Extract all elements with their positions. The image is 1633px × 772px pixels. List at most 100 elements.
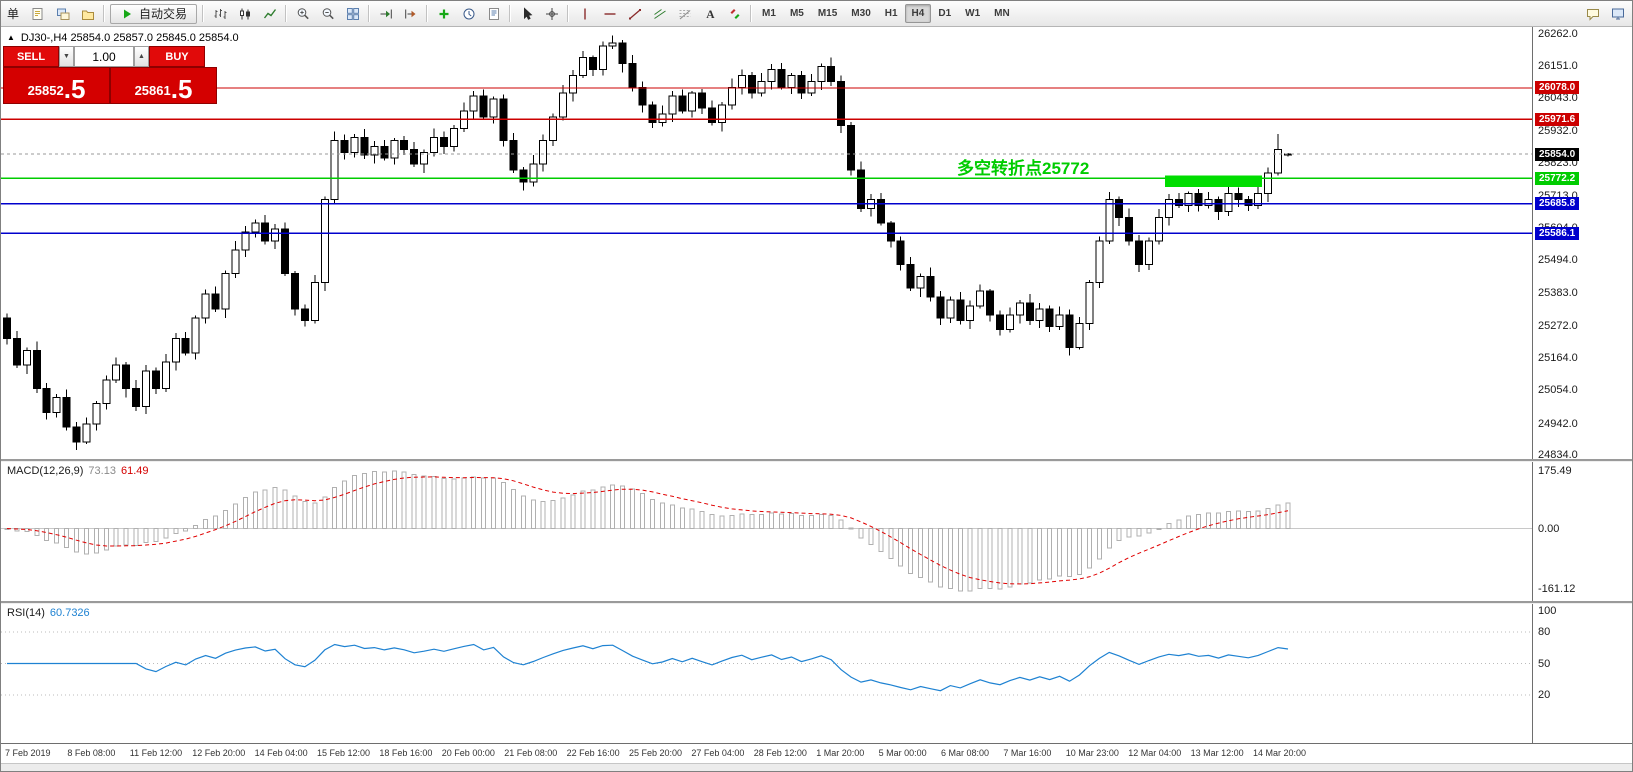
timeframe-M15-button[interactable]: M15 bbox=[817, 8, 838, 19]
toolbar: 单 自动交易 A M1 M5 M15 M30 H1 H4 D1 W1 MN bbox=[1, 1, 1632, 27]
new-order-icon bbox=[32, 7, 43, 20]
timeframe-MN-button[interactable]: MN bbox=[994, 8, 1010, 19]
sell-button[interactable]: SELL bbox=[3, 46, 59, 67]
timeframe-M1-button[interactable]: M1 bbox=[762, 8, 776, 19]
price-axis-label: 25054.0 bbox=[1538, 384, 1578, 397]
toolbar-separator bbox=[750, 5, 753, 22]
pane-divider-macd[interactable] bbox=[1, 459, 1632, 462]
time-axis[interactable]: 7 Feb 2019 8 Feb 08:00 11 Feb 12:00 12 Feb … bbox=[1, 743, 1632, 763]
pivot-annotation-text[interactable]: 多空转折点25772 bbox=[957, 159, 1090, 178]
time-axis-label: 8 Feb 08:00 bbox=[67, 748, 116, 758]
profiles-button[interactable] bbox=[75, 2, 100, 25]
autotrading-button[interactable]: 自动交易 bbox=[110, 3, 198, 24]
menu-text[interactable]: 单 bbox=[7, 7, 20, 21]
buy-price-display[interactable]: 25861.5 bbox=[110, 67, 217, 104]
tile-windows-button[interactable] bbox=[340, 2, 365, 25]
crosshair-button[interactable] bbox=[539, 2, 564, 25]
buy-button[interactable]: BUY bbox=[149, 46, 205, 67]
macd-value-main: 73.13 bbox=[88, 465, 116, 477]
main-chart-canvas[interactable] bbox=[1, 27, 1532, 459]
price-axis-label: 26151.0 bbox=[1538, 60, 1578, 73]
rsi-axis-label: 20 bbox=[1538, 689, 1551, 701]
vertical-line-button[interactable] bbox=[572, 2, 597, 25]
buy-price-pips: .5 bbox=[170, 74, 193, 105]
volume-increase-button[interactable]: ▲ bbox=[134, 46, 149, 67]
symbol-ohlc-info: ▲ DJ30-,H4 25854.0 25857.0 25845.0 25854… bbox=[7, 32, 239, 44]
indicators-button[interactable] bbox=[431, 2, 456, 25]
pivot-highlight-rect[interactable] bbox=[1164, 175, 1263, 188]
macd-label: MACD(12,26,9) 73.13 61.49 bbox=[7, 465, 148, 477]
tile-windows-icon bbox=[346, 7, 359, 20]
text-icon: A bbox=[706, 9, 715, 21]
rsi-axis-label: 50 bbox=[1538, 657, 1551, 670]
rsi-axis-label: 80 bbox=[1538, 626, 1551, 638]
price-axis-label: 25383.0 bbox=[1538, 287, 1578, 300]
play-icon bbox=[124, 9, 132, 18]
timeframe-H1-button[interactable]: H1 bbox=[884, 8, 898, 19]
arrows-icon bbox=[730, 8, 740, 19]
macd-indicator-canvas[interactable] bbox=[1, 461, 1532, 601]
periods-button[interactable] bbox=[456, 2, 481, 25]
trendline-button[interactable] bbox=[622, 2, 647, 25]
fibonacci-icon bbox=[679, 9, 691, 19]
timeframe-D1-button[interactable]: D1 bbox=[938, 8, 952, 19]
trade-panel-collapse-icon[interactable]: ▲ bbox=[7, 33, 15, 42]
fibonacci-button[interactable] bbox=[672, 2, 697, 25]
rsi-indicator-canvas[interactable] bbox=[1, 603, 1532, 743]
auto-scroll-button[interactable] bbox=[373, 2, 398, 25]
candle-chart-button[interactable] bbox=[232, 2, 257, 25]
timeframe-M30-button[interactable]: M30 bbox=[851, 8, 871, 19]
layout-button[interactable] bbox=[1605, 2, 1630, 25]
line-chart-icon bbox=[263, 8, 276, 18]
price-line-label: 25685.8 bbox=[1535, 197, 1580, 211]
one-click-trade-panel: SELL ▼ ▲ BUY 25852.5 25861.5 bbox=[3, 46, 217, 104]
chart-plot-area[interactable]: ▲ DJ30-,H4 25854.0 25857.0 25845.0 25854… bbox=[1, 27, 1532, 743]
chat-button[interactable] bbox=[1580, 2, 1605, 25]
channel-button[interactable] bbox=[647, 2, 672, 25]
new-order-button[interactable] bbox=[25, 2, 50, 25]
horizontal-line-button[interactable] bbox=[597, 2, 622, 25]
cursor-button[interactable] bbox=[514, 2, 539, 25]
timeframe-W1-button[interactable]: W1 bbox=[965, 8, 981, 19]
profiles-icon bbox=[81, 10, 94, 20]
price-axis-label: 25272.0 bbox=[1538, 320, 1578, 333]
toolbar-right-group bbox=[1580, 2, 1630, 25]
zoom-out-button[interactable] bbox=[315, 2, 340, 25]
zoom-out-icon bbox=[322, 7, 334, 19]
time-axis-label: 7 Mar 16:00 bbox=[1003, 748, 1052, 758]
line-chart-button[interactable] bbox=[257, 2, 282, 25]
text-button[interactable]: A bbox=[697, 2, 722, 25]
current-price-label: 25854.0 bbox=[1535, 147, 1580, 161]
price-axis-label: 26043.0 bbox=[1538, 92, 1578, 105]
templates-icon bbox=[488, 7, 499, 20]
time-axis-label: 14 Mar 20:00 bbox=[1253, 748, 1307, 758]
sell-price-pips: .5 bbox=[63, 74, 86, 105]
toolbar-separator bbox=[285, 5, 288, 22]
layout-icon bbox=[1611, 8, 1624, 19]
chart-shift-button[interactable] bbox=[398, 2, 423, 25]
zoom-in-button[interactable] bbox=[290, 2, 315, 25]
templates-button[interactable] bbox=[481, 2, 506, 25]
volume-input[interactable] bbox=[74, 46, 134, 67]
volume-decrease-button[interactable]: ▼ bbox=[59, 46, 74, 67]
time-axis-label: 27 Feb 04:00 bbox=[691, 748, 745, 758]
timeframe-M5-button[interactable]: M5 bbox=[789, 8, 804, 19]
time-axis-label: 28 Feb 12:00 bbox=[753, 748, 807, 758]
price-line-label: 25971.6 bbox=[1535, 112, 1580, 126]
time-axis-label: 18 Feb 16:00 bbox=[379, 748, 433, 758]
time-axis-label: 6 Mar 08:00 bbox=[941, 748, 990, 758]
pane-divider-rsi[interactable] bbox=[1, 601, 1632, 604]
rsi-name: RSI(14) bbox=[7, 607, 45, 619]
arrows-button[interactable] bbox=[722, 2, 747, 25]
price-line-label: 25772.2 bbox=[1535, 171, 1580, 185]
timeframe-H4-button[interactable]: H4 bbox=[904, 4, 932, 23]
price-axis[interactable]: 26262.0 26151.0 26043.0 25932.0 25823.0 25713… bbox=[1532, 27, 1632, 743]
sell-price-display[interactable]: 25852.5 bbox=[3, 67, 110, 104]
candle-chart-icon bbox=[239, 8, 250, 19]
autotrading-label: 自动交易 bbox=[139, 7, 188, 21]
price-axis-label: 24834.0 bbox=[1538, 449, 1578, 462]
toolbar-separator bbox=[426, 5, 429, 22]
bar-chart-button[interactable] bbox=[207, 2, 232, 25]
chart-windows-button[interactable] bbox=[50, 2, 75, 25]
toolbar-separator bbox=[103, 5, 106, 22]
